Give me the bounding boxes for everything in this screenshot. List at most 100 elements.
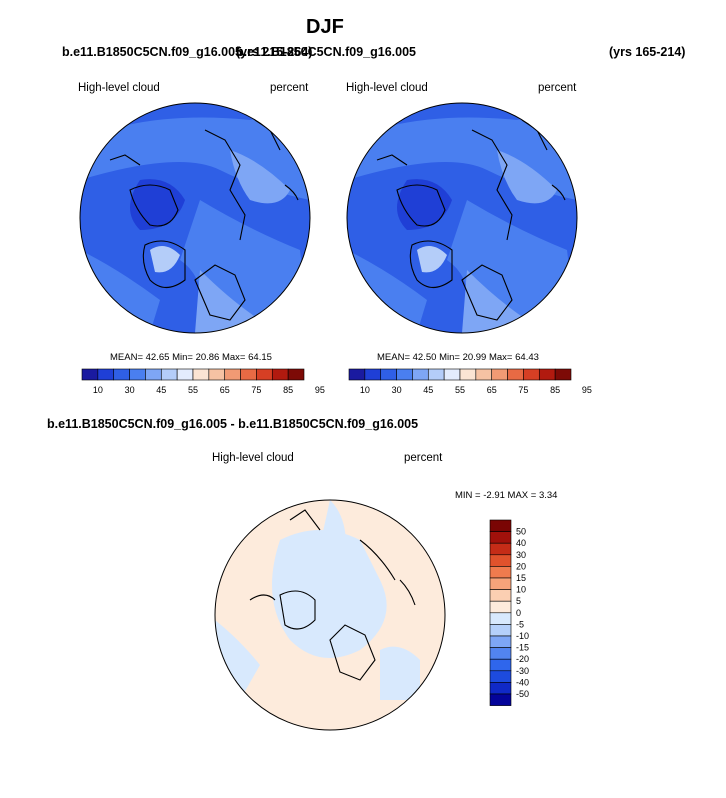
panel1-colorbar-bin xyxy=(256,368,273,381)
panel2-colorbar-bin xyxy=(554,368,572,381)
panel2-units: percent xyxy=(538,82,577,94)
panel2-max: 64.43 xyxy=(515,352,539,363)
diff-colorbar-bin xyxy=(489,554,512,567)
panel1-map xyxy=(80,103,310,333)
panel2-case-title: b.e11.B1850C5CN.f09_g16.005 xyxy=(236,45,416,59)
panel2-colorbar-tick-label: 55 xyxy=(455,385,465,395)
diff-colorbar-bin xyxy=(489,589,512,602)
panel2-colorbar-tick-label: 75 xyxy=(518,385,528,395)
diff-colorbar-tick-label: -30 xyxy=(516,666,529,676)
diff-colorbar-tick-label: -50 xyxy=(516,689,529,699)
panel1-colorbar-bin xyxy=(129,368,146,381)
panel1-colorbar-bin xyxy=(224,368,241,381)
panel2-colorbar-bin xyxy=(427,368,445,381)
diff-colorbar-bin xyxy=(489,693,512,706)
panel1-colorbar-tick-label: 55 xyxy=(188,385,198,395)
diff-colorbar-tick-label: 40 xyxy=(516,538,526,548)
panel2-map xyxy=(347,103,577,333)
diff-colorbar-bin xyxy=(489,612,512,625)
panel1-colorbar-tick-label: 65 xyxy=(220,385,230,395)
diff-colorbar-tick-label: -20 xyxy=(516,654,529,664)
panel1-colorbar-bin xyxy=(97,368,115,381)
panel2-colorbar-bin xyxy=(348,368,366,381)
panel1-variable: High-level cloud xyxy=(78,82,160,94)
page-title: DJF xyxy=(306,16,344,38)
panel2-min-label: Min= xyxy=(439,352,460,363)
diff-colorbar-bin xyxy=(489,670,512,683)
panel2-map-border xyxy=(346,102,578,334)
diff-colorbar-tick-label: 20 xyxy=(516,561,526,571)
panel2-colorbar-tick-label: 30 xyxy=(392,385,402,395)
panel1-colorbar-tick-label: 10 xyxy=(93,385,103,395)
diff-colorbar-bin xyxy=(489,658,512,672)
panel2-colorbar-bin xyxy=(459,368,477,381)
panel1-max-label: Max= xyxy=(221,352,246,363)
panel2-colorbar-bin xyxy=(412,368,429,381)
diff-colorbar-bin xyxy=(489,647,512,660)
panel1-colorbar-bin xyxy=(113,368,130,381)
diff-stats: MIN = -2.91 MAX = 3.34 xyxy=(455,490,557,501)
diff-coastlines xyxy=(249,509,416,681)
panel2-min: 20.99 xyxy=(462,352,487,363)
panel1-map-border xyxy=(79,102,311,334)
diff-max: 3.34 xyxy=(538,490,558,501)
panel1-colorbar-tick-label: 95 xyxy=(315,385,325,395)
diff-colorbar-bin xyxy=(489,519,512,532)
panel2-colorbar-tick-label: 10 xyxy=(360,385,370,395)
diff-colorbar-tick-label: 50 xyxy=(516,527,526,537)
diff-colorbar-tick-label: 0 xyxy=(516,608,521,618)
panel1-units: percent xyxy=(270,82,309,94)
diff-map-border xyxy=(214,499,446,731)
panel1-stats: MEAN= 42.65 Min= 20.86 Max= 64.15 xyxy=(110,352,272,363)
panel2-stats: MEAN= 42.50 Min= 20.99 Max= 64.43 xyxy=(377,352,539,363)
panel1-max: 64.15 xyxy=(248,352,272,363)
diff-max-label: MAX = xyxy=(507,490,537,501)
panel1-colorbar-bin xyxy=(160,368,178,381)
panel2-colorbar-bin xyxy=(491,368,508,381)
panel1-colorbar: 10 30 45 55 65 75 85 95 xyxy=(81,368,325,395)
panel2-colorbar-bin xyxy=(396,368,413,381)
panel2-max-label: Max= xyxy=(488,352,513,363)
diff-colorbar-tick-label: 5 xyxy=(516,596,521,606)
panel1-colorbar-bin xyxy=(240,368,257,381)
diff-colorbar-bin xyxy=(489,682,512,695)
diff-colorbar-tick-label: 10 xyxy=(516,585,526,595)
panel1-colorbar-tick-label: 85 xyxy=(283,385,293,395)
diff-colorbar-tick-label: -5 xyxy=(516,619,524,629)
panel2-mean-label: MEAN= xyxy=(377,352,410,363)
panel2-colorbar-bin xyxy=(475,368,493,381)
diff-title: b.e11.B1850C5CN.f09_g16.005 - b.e11.B185… xyxy=(47,417,419,431)
panel2-variable: High-level cloud xyxy=(346,82,428,94)
panel1-colorbar-bin xyxy=(192,368,210,381)
diff-colorbar-tick-label: -40 xyxy=(516,677,529,687)
diff-colorbar-bin xyxy=(489,542,512,556)
diff-colorbar-bin xyxy=(489,566,512,579)
panel1-colorbar-bin xyxy=(145,368,162,381)
panel1-min-label: Min= xyxy=(172,352,193,363)
panel1-colorbar-tick-label: 30 xyxy=(125,385,135,395)
panel2-colorbar-tick-label: 85 xyxy=(550,385,560,395)
panel1-years: (yrs 215-264) xyxy=(236,45,313,59)
panel2-colorbar-tick-label: 95 xyxy=(582,385,592,395)
panel2-colorbar-bin xyxy=(523,368,540,381)
panel1-colorbar-bin xyxy=(208,368,226,381)
panel2-colorbar-bin xyxy=(443,368,461,381)
diff-colorbar-bin xyxy=(489,600,512,614)
panel2-colorbar-bin xyxy=(538,368,556,381)
panel1-colorbar-bin xyxy=(176,368,194,381)
panel2-colorbar-tick-label: 45 xyxy=(423,385,433,395)
panel1-colorbar-bin xyxy=(81,368,99,381)
panel1-mean: 42.65 xyxy=(145,352,170,363)
panel2-colorbar-bin xyxy=(364,368,382,381)
panel1-colorbar-tick-label: 45 xyxy=(156,385,166,395)
panel2-colorbar-bin xyxy=(507,368,524,381)
panel1-mean-label: MEAN= xyxy=(110,352,143,363)
panel2-colorbar-bin xyxy=(380,368,397,381)
diff-variable: High-level cloud xyxy=(212,452,294,464)
diff-colorbar-bin xyxy=(489,624,512,637)
panel1-min: 20.86 xyxy=(195,352,220,363)
diff-colorbar-bin xyxy=(489,577,512,590)
diff-units: percent xyxy=(404,452,443,464)
diff-min-label: MIN = xyxy=(455,490,481,501)
panel2-years: (yrs 165-214) xyxy=(609,45,686,59)
